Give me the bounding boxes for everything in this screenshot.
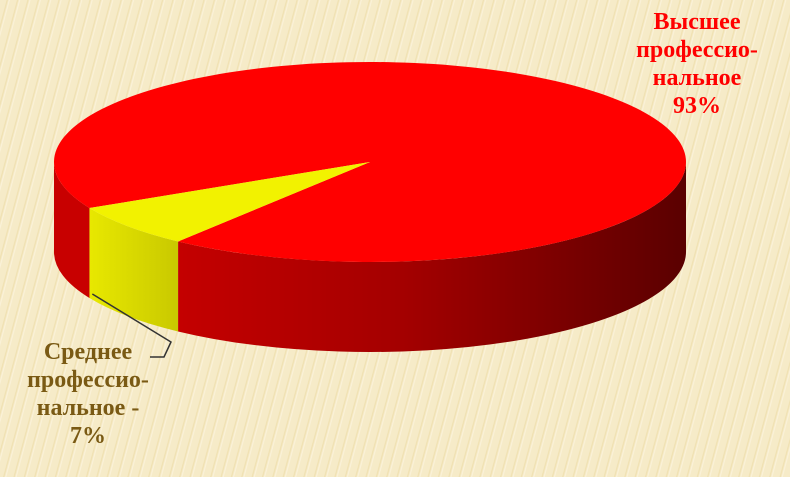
slice-label-mid-line-2: профессио- [27,367,149,393]
slice-mid-side [89,208,179,332]
slice-mid-top [89,162,370,242]
slice-label-mid-line-3: нальное - [36,395,140,421]
slice-mid-leader-line [91,293,172,358]
slice-label-high-line-3: нальное [652,65,742,91]
slice-label-high-line-2: профессио- [636,37,758,63]
slice-label-high-value: 93% [673,93,721,119]
slice-label-mid-line-1: Среднее [43,339,133,365]
slice-label-high: Высшее профессио- нальное 93% [612,8,782,120]
slice-label-mid-value: 7% [70,423,106,449]
slice-high-top [53,61,686,262]
slice-label-mid: Среднее профессио- нальное - 7% [0,338,176,450]
slice-high-side-right [178,162,686,352]
slice-high-side-left [53,162,90,299]
slice-label-high-line-1: Высшее [653,9,741,35]
